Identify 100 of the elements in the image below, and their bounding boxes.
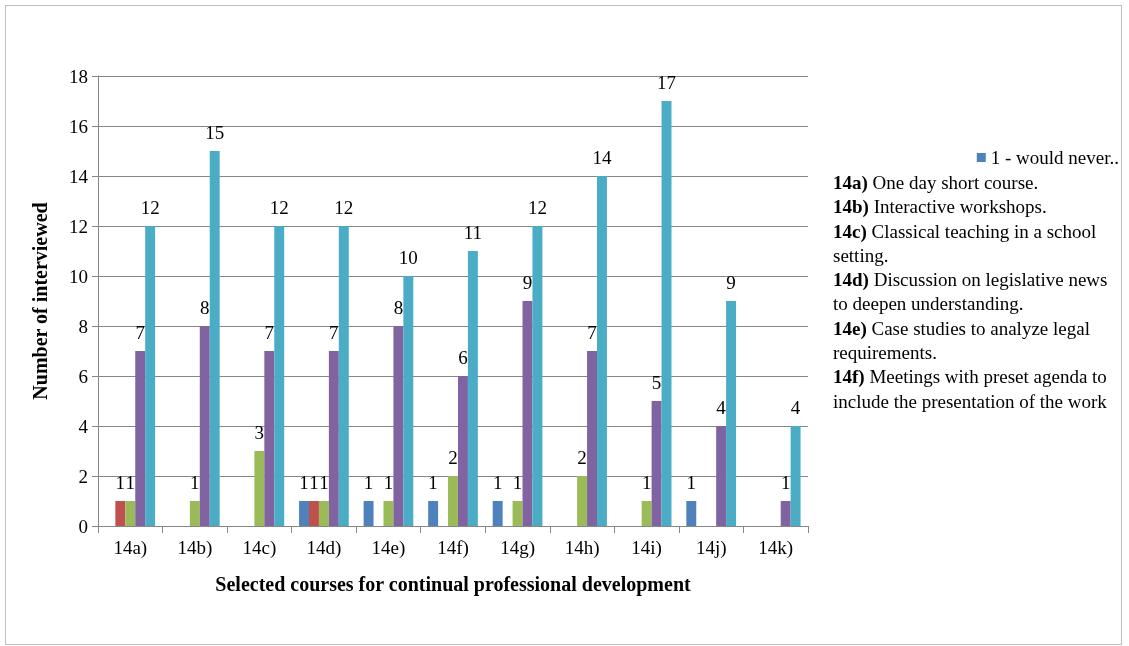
data-label: 7 — [329, 322, 339, 343]
x-tick-label: 14d) — [306, 537, 342, 559]
data-label: 5 — [651, 372, 662, 393]
data-label: 9 — [726, 272, 736, 293]
data-label: 1 — [319, 472, 329, 493]
bar — [209, 151, 220, 526]
bar — [318, 501, 329, 526]
data-label: 4 — [790, 397, 801, 418]
data-label: 1 — [492, 472, 503, 493]
bar — [790, 426, 801, 526]
y-tick-label: 10 — [69, 265, 88, 287]
data-label: 12 — [269, 197, 289, 218]
bar — [686, 501, 697, 526]
x-tick-label: 14c) — [242, 537, 277, 559]
data-label: 4 — [716, 397, 727, 418]
bar — [383, 501, 394, 526]
bar — [587, 351, 597, 526]
data-label: 1 — [383, 472, 394, 493]
data-label: 1 — [780, 472, 791, 493]
data-label: 1 — [125, 472, 136, 493]
bar — [125, 501, 136, 526]
bar — [299, 501, 309, 526]
bar — [338, 226, 349, 526]
bar — [264, 351, 275, 526]
bar — [641, 501, 652, 526]
bar — [467, 251, 478, 526]
bar — [716, 426, 727, 526]
bar — [403, 276, 414, 526]
y-axis-title: Number of interviewed — [29, 202, 51, 400]
data-label: 15 — [205, 122, 225, 143]
x-axis-title: Selected courses for continual professional development — [215, 573, 692, 596]
bar — [577, 476, 588, 526]
bar — [532, 226, 543, 526]
x-tick-label: 14e) — [371, 537, 406, 559]
data-label: 1 — [428, 472, 438, 493]
data-label: 12 — [527, 197, 547, 218]
y-tick-label: 0 — [78, 515, 88, 537]
text: 14d) Discussion on legislative news to deepen understanding. — [833, 268, 1109, 317]
x-tick-label: 14f) — [437, 537, 469, 559]
data-label: 2 — [448, 447, 458, 468]
bar — [145, 226, 156, 526]
y-tick-label: 2 — [78, 465, 88, 487]
data-label: 7 — [135, 322, 145, 343]
bar — [512, 501, 523, 526]
y-tick-label: 16 — [69, 115, 88, 137]
y-tick-label: 14 — [69, 165, 89, 187]
data-label: 12 — [334, 197, 354, 218]
y-tick-label: 12 — [69, 215, 88, 237]
data-label: 1 — [190, 472, 200, 493]
bar — [274, 226, 285, 526]
bar — [457, 376, 468, 526]
data-label: 1 — [299, 472, 309, 493]
data-label: 1 — [641, 472, 652, 493]
bar — [522, 301, 533, 526]
bar — [199, 326, 210, 526]
bar — [448, 476, 458, 526]
x-tick-label: 14b) — [177, 537, 213, 559]
bar — [328, 351, 339, 526]
text: 14b) Interactive workshops. — [833, 195, 1048, 220]
y-tick-label: 4 — [78, 415, 89, 437]
bar — [597, 176, 607, 526]
x-tick-label: 14j) — [695, 537, 727, 559]
data-label: 17 — [657, 72, 677, 93]
data-label: 1 — [309, 472, 319, 493]
bar — [115, 501, 126, 526]
data-label: 8 — [200, 297, 210, 318]
data-label: 10 — [398, 247, 418, 268]
x-tick-label: 14k) — [758, 537, 794, 559]
data-label: 11 — [463, 222, 483, 243]
text: 14c) Classical teaching in a school setting. — [833, 219, 1098, 268]
x-tick-label: 14i) — [631, 537, 662, 559]
legend-label: 1 - would never.. — [990, 147, 1120, 168]
text: 14a) One day short course. — [833, 171, 1040, 195]
bar — [254, 451, 265, 526]
data-label: 1 — [686, 472, 697, 493]
bar — [393, 326, 404, 526]
bar — [363, 501, 374, 526]
bar — [780, 501, 791, 526]
data-label: 6 — [458, 347, 468, 368]
data-label: 3 — [254, 422, 265, 443]
bar — [135, 351, 146, 526]
y-tick-label: 18 — [69, 65, 88, 87]
bar — [189, 501, 200, 526]
data-label: 8 — [393, 297, 404, 318]
x-tick-label: 14h) — [564, 537, 600, 559]
y-tick-label: 6 — [78, 365, 88, 387]
y-tick-label: 8 — [78, 315, 88, 337]
x-tick-label: 14a) — [113, 537, 148, 559]
bar — [492, 501, 503, 526]
data-label: 1 — [115, 472, 126, 493]
data-label: 2 — [577, 447, 587, 468]
data-label: 9 — [522, 272, 533, 293]
data-label: 12 — [140, 197, 160, 218]
data-label: 1 — [512, 472, 523, 493]
data-label: 1 — [363, 472, 374, 493]
bar — [428, 501, 439, 526]
text: 14e) Case studies to analyze legal requirements. — [833, 316, 1091, 366]
bar — [726, 301, 737, 526]
x-tick-label: 14g) — [500, 537, 535, 559]
text: 14f) Meetings with preset agenda to include the presentation of the work — [833, 365, 1108, 414]
